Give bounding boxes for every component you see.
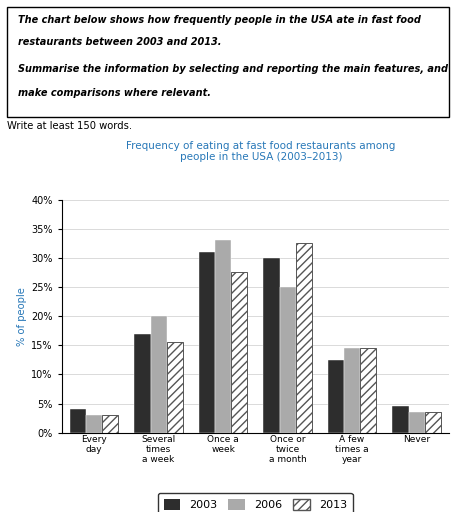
Bar [70, 410, 86, 433]
Bar [409, 412, 425, 433]
Bar [279, 287, 296, 433]
Bar [102, 415, 118, 433]
Bar [344, 348, 360, 433]
Text: Frequency of eating at fast food restaurants among
people in the USA (2003–2013): Frequency of eating at fast food restaur… [126, 141, 396, 162]
Bar [425, 412, 441, 433]
Bar [360, 348, 376, 433]
Text: Write at least 150 words.: Write at least 150 words. [7, 121, 132, 132]
Y-axis label: % of people: % of people [17, 287, 27, 346]
Bar [328, 360, 344, 433]
Bar [167, 343, 183, 433]
Text: make comparisons where relevant.: make comparisons where relevant. [18, 88, 211, 98]
Bar [134, 334, 151, 433]
Bar [393, 407, 409, 433]
Bar [263, 258, 279, 433]
Bar [215, 241, 231, 433]
Bar [296, 243, 312, 433]
Text: The chart below shows how frequently people in the USA ate in fast food: The chart below shows how frequently peo… [18, 15, 421, 26]
Legend: 2003, 2006, 2013: 2003, 2006, 2013 [158, 493, 353, 512]
Bar [231, 272, 247, 433]
Text: restaurants between 2003 and 2013.: restaurants between 2003 and 2013. [18, 37, 221, 48]
Bar [199, 252, 215, 433]
Bar [86, 415, 102, 433]
Bar [151, 316, 167, 433]
Text: Summarise the information by selecting and reporting the main features, and: Summarise the information by selecting a… [18, 64, 448, 74]
FancyBboxPatch shape [7, 7, 449, 117]
